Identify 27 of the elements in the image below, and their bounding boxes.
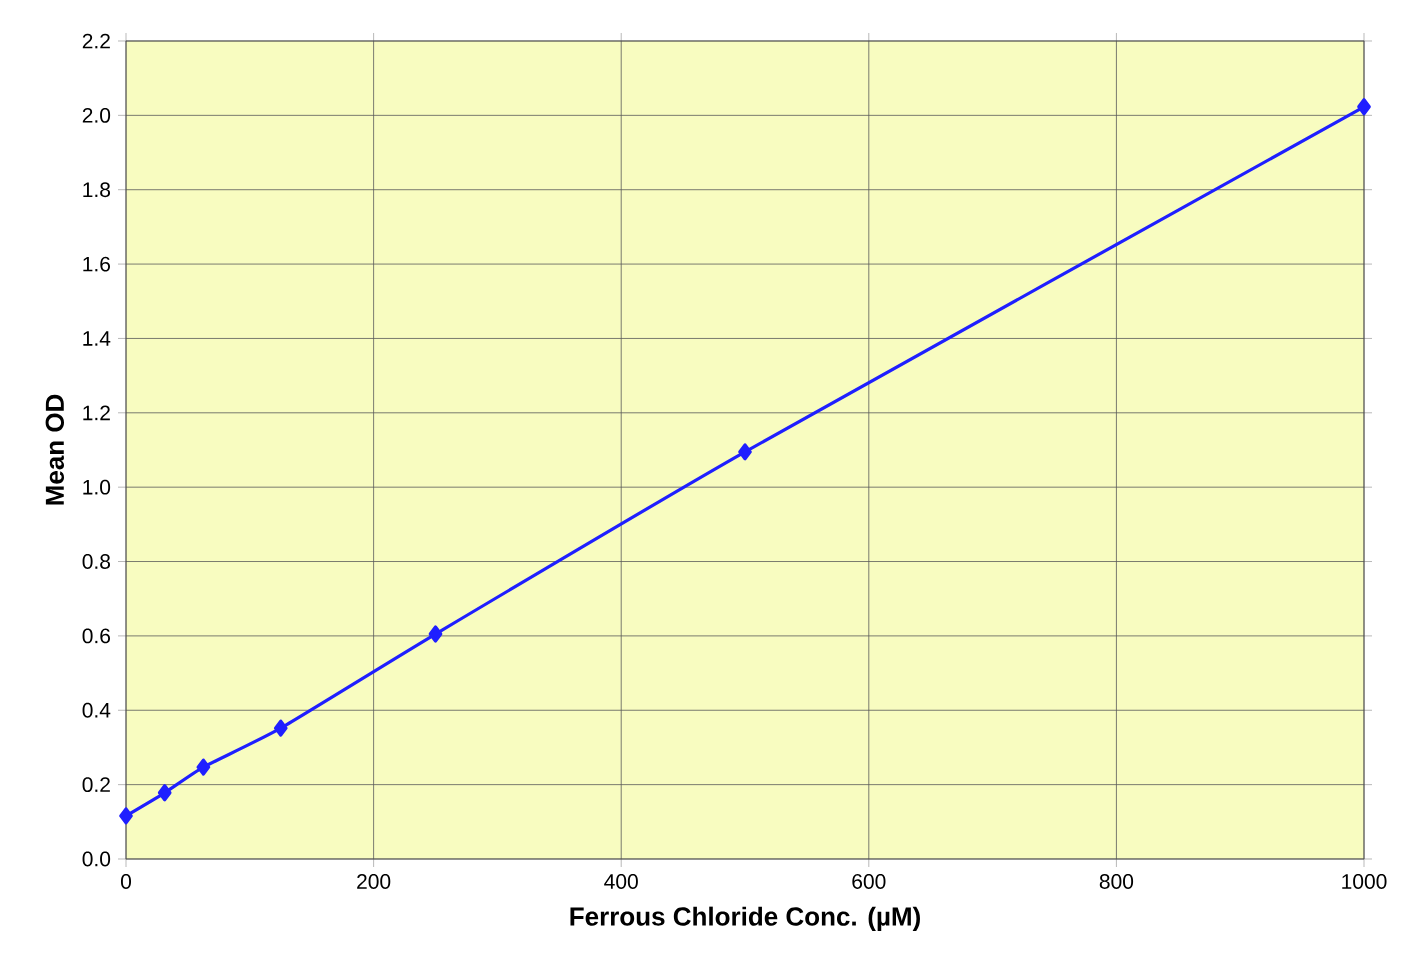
y-axis-title: Mean OD (45, 394, 65, 505)
y-tick-label: 0.6 (82, 628, 111, 644)
y-tick-label: 1.4 (83, 331, 111, 346)
y-tick-label: 0.0 (82, 851, 111, 867)
point (428, 625, 443, 643)
point (738, 443, 752, 461)
y-tick-label: 0.4 (82, 702, 111, 718)
y-tick-label: 1.0 (83, 479, 111, 495)
x-tick-label: 200 (357, 874, 391, 889)
y-tick-label: 2.2 (82, 33, 110, 49)
y-tick-label: 1.2 (83, 405, 110, 421)
x-tick-label: 400 (604, 874, 638, 889)
y-tick-label: 2.0 (82, 107, 111, 123)
point (273, 719, 288, 737)
x-axis-title: Ferrous Chloride Conc. (µM) (570, 906, 920, 931)
x-tick-label: 600 (852, 874, 886, 889)
point (157, 784, 172, 802)
point (196, 758, 211, 776)
y-tick-label: 1.6 (83, 256, 111, 272)
x-tick-label: 800 (1099, 874, 1134, 889)
x-tick-label: 0 (120, 874, 132, 889)
y-tick-label: 0.8 (82, 554, 111, 569)
point (1357, 98, 1371, 116)
y-tick-label: 0.2 (82, 777, 110, 793)
point (119, 807, 133, 825)
y-tick-label: 1.8 (83, 182, 111, 198)
x-tick-label: 1000 (1342, 874, 1387, 889)
